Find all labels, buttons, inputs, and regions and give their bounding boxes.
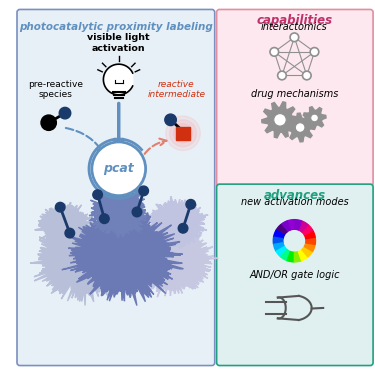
Circle shape: [59, 107, 71, 119]
FancyBboxPatch shape: [217, 9, 373, 186]
Text: drug mechanisms: drug mechanisms: [251, 89, 338, 99]
Circle shape: [41, 115, 56, 130]
Bar: [176, 126, 190, 140]
Polygon shape: [274, 243, 284, 251]
Polygon shape: [274, 230, 284, 239]
Polygon shape: [273, 237, 283, 244]
Polygon shape: [62, 207, 183, 306]
Polygon shape: [298, 250, 308, 261]
Polygon shape: [304, 230, 315, 239]
Circle shape: [166, 116, 200, 150]
Polygon shape: [304, 243, 315, 251]
Circle shape: [56, 202, 65, 212]
Polygon shape: [306, 237, 315, 244]
Polygon shape: [262, 102, 298, 138]
Polygon shape: [89, 186, 147, 237]
Polygon shape: [104, 64, 133, 95]
Circle shape: [303, 71, 311, 80]
Polygon shape: [287, 252, 294, 262]
Circle shape: [296, 123, 305, 132]
Circle shape: [165, 114, 176, 126]
Text: photocatalytic proximity labeling: photocatalytic proximity labeling: [19, 22, 213, 32]
Polygon shape: [303, 107, 326, 129]
Polygon shape: [34, 202, 93, 252]
Circle shape: [132, 207, 142, 217]
Circle shape: [139, 186, 148, 196]
FancyBboxPatch shape: [17, 9, 215, 366]
Text: visible light
activation: visible light activation: [87, 33, 150, 53]
Polygon shape: [30, 216, 136, 306]
Text: capabilities: capabilities: [256, 14, 333, 27]
Polygon shape: [302, 246, 313, 257]
FancyBboxPatch shape: [217, 184, 373, 366]
Polygon shape: [298, 221, 308, 232]
Circle shape: [93, 190, 102, 200]
Polygon shape: [281, 250, 291, 261]
Circle shape: [99, 214, 109, 223]
Circle shape: [270, 48, 279, 56]
Polygon shape: [302, 225, 313, 235]
Text: new activation modes: new activation modes: [240, 196, 348, 207]
Polygon shape: [146, 196, 208, 248]
Text: AND/OR gate logic: AND/OR gate logic: [249, 270, 340, 279]
Text: pre-reactive
species: pre-reactive species: [28, 80, 83, 99]
Polygon shape: [286, 113, 315, 142]
Polygon shape: [287, 220, 294, 230]
Polygon shape: [276, 225, 287, 235]
Circle shape: [274, 114, 286, 126]
Circle shape: [65, 228, 75, 238]
Text: reactive
intermediate: reactive intermediate: [147, 80, 206, 99]
Circle shape: [178, 224, 188, 233]
Polygon shape: [276, 246, 287, 257]
Circle shape: [310, 48, 319, 56]
Circle shape: [186, 200, 195, 209]
Text: pcat: pcat: [104, 162, 134, 175]
Circle shape: [290, 33, 299, 42]
Polygon shape: [281, 221, 291, 232]
Text: advances: advances: [263, 189, 326, 202]
Polygon shape: [294, 220, 302, 230]
Polygon shape: [126, 221, 218, 297]
Circle shape: [311, 114, 318, 122]
Circle shape: [278, 71, 286, 80]
Circle shape: [174, 124, 193, 143]
Polygon shape: [294, 252, 302, 262]
Text: interactomics: interactomics: [261, 22, 328, 32]
Circle shape: [92, 142, 146, 196]
Circle shape: [170, 120, 196, 147]
